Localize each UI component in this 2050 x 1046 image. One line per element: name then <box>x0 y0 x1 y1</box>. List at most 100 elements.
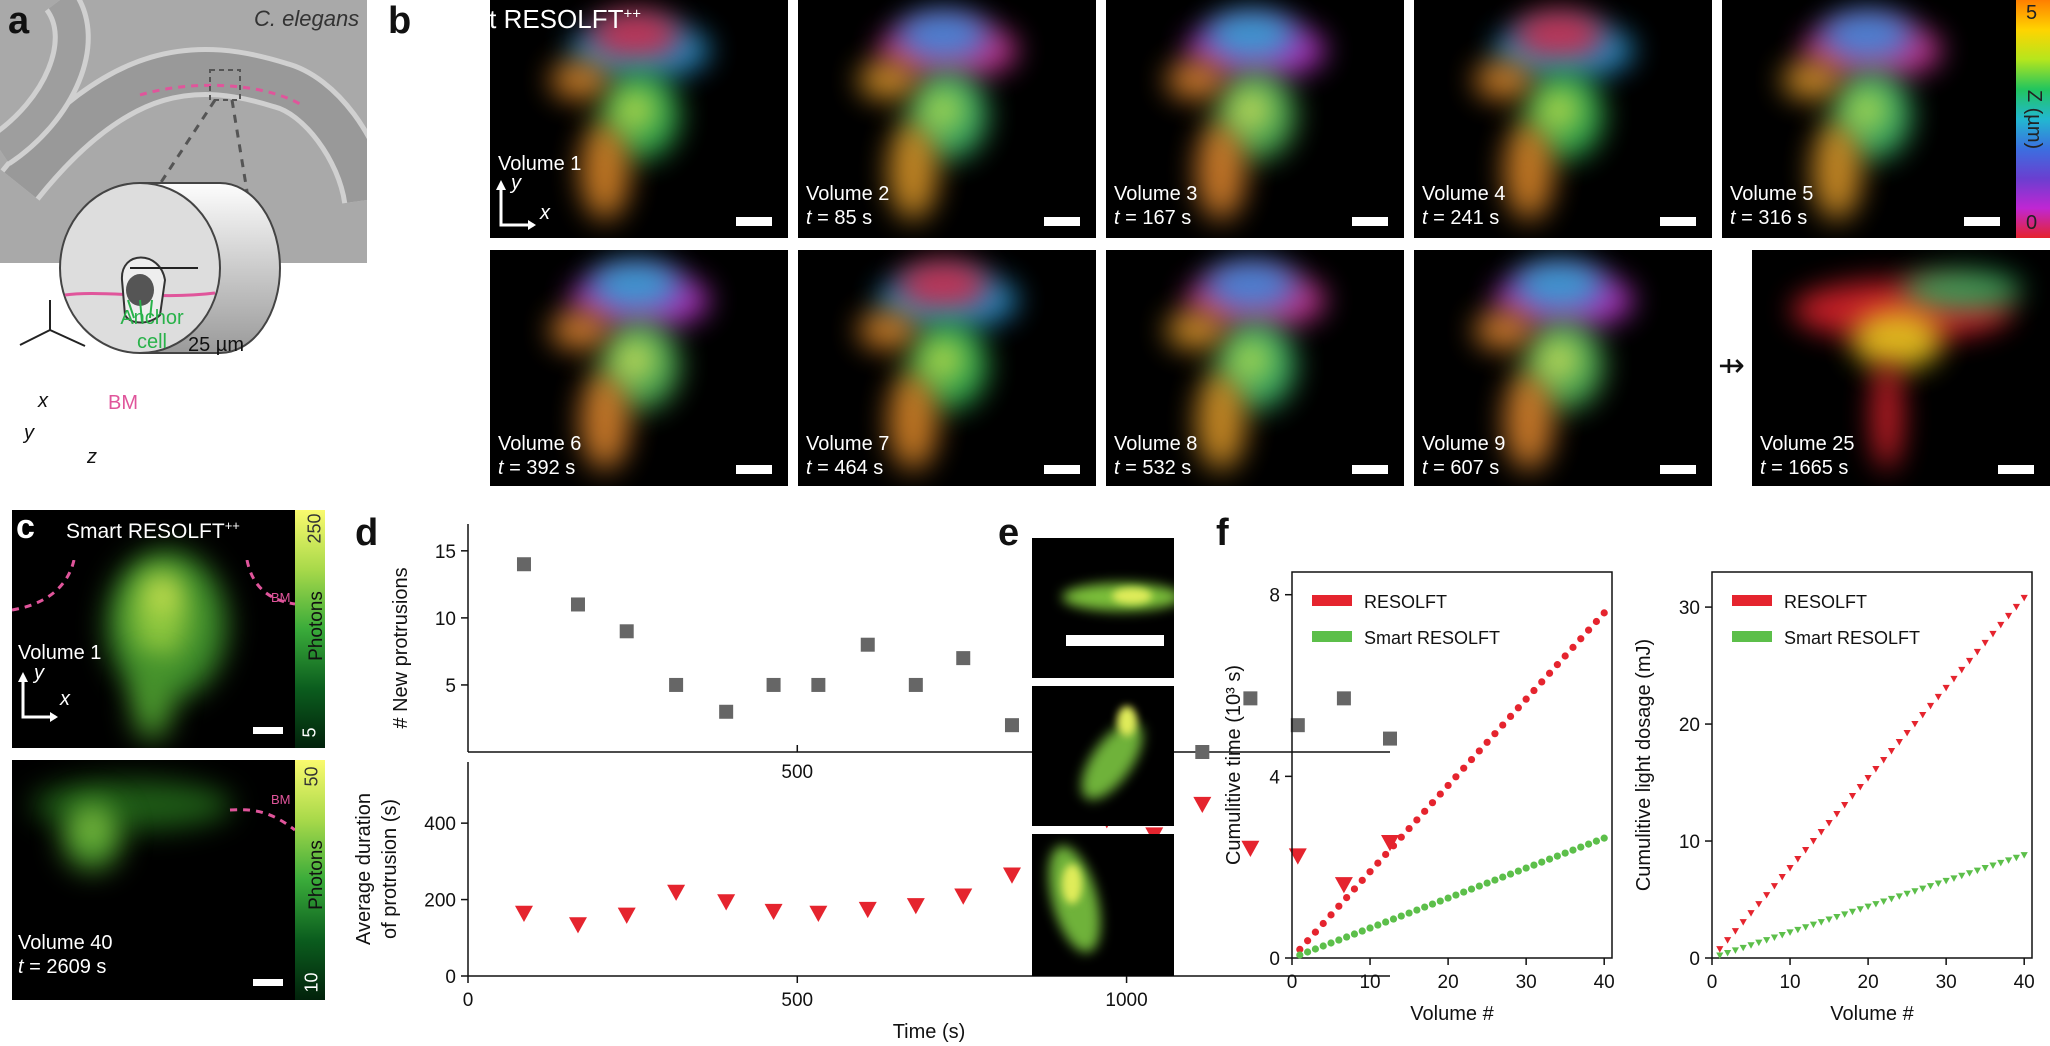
scale-bar <box>1044 217 1080 226</box>
f-dose-point <box>1833 811 1841 818</box>
f-dose-point <box>1755 901 1763 908</box>
f-time-x-tick-label: 10 <box>1359 972 1380 993</box>
f-time-frame <box>1291 571 1613 959</box>
volume-time: t = 392 s <box>498 457 576 479</box>
f-dose-point <box>1802 924 1810 931</box>
f-time-y-tick-label: 0 <box>1269 949 1280 970</box>
f-time-point <box>1561 849 1569 857</box>
d-bottom-point <box>1002 867 1021 884</box>
signal-blob <box>888 120 938 220</box>
signal-blob <box>590 10 680 60</box>
f-time-point <box>1413 816 1421 824</box>
f-time-point <box>1428 799 1437 807</box>
f-dose-legend-swatch <box>1732 595 1772 606</box>
f-dose-point <box>1864 774 1872 782</box>
f-dose-point <box>1989 862 1997 869</box>
f-time-point <box>1405 909 1413 917</box>
f-time-point <box>1467 755 1476 764</box>
f-dose-point <box>1911 720 1919 728</box>
f-dose-point <box>1825 820 1833 827</box>
volume-name: Volume 1 <box>498 153 582 175</box>
t-symbol: t <box>806 457 812 479</box>
f-dose-point <box>1981 639 1989 647</box>
anchor-cell-label: Anchor cell <box>120 307 184 353</box>
f-dose-point <box>2020 594 2028 602</box>
d-bottom-x-tick-label: 500 <box>781 990 813 1011</box>
f-time-point <box>1397 912 1405 920</box>
f-time-point <box>1358 927 1366 935</box>
f-dose-point <box>1763 892 1771 899</box>
f-dose-x-label: Volume # <box>1830 1003 1914 1025</box>
f-time-point <box>1327 911 1335 919</box>
t-symbol: t <box>1422 457 1428 479</box>
panel-c-top-volume: Volume 1 <box>18 642 102 664</box>
f-time-point <box>1592 617 1600 626</box>
signal-blob <box>1166 60 1226 100</box>
f-time-point <box>1514 704 1522 712</box>
d-bottom-point <box>764 903 783 921</box>
scale-bar <box>1660 465 1696 474</box>
volume-time: t = 607 s <box>1422 457 1500 479</box>
f-time-point <box>1467 885 1476 893</box>
panel-d-letter: d <box>355 512 379 554</box>
signal-blob <box>1474 310 1534 350</box>
f-dose-point <box>1848 908 1857 916</box>
panel-c-top-image <box>12 510 295 748</box>
f-dose-point <box>1926 702 1935 710</box>
panel-e-image-1 <box>1032 538 1174 678</box>
t-symbol: t <box>498 457 504 479</box>
f-time-y-label: Cumulitive time (10³ s) <box>1223 665 1245 865</box>
f-dose-legend-label: RESOLFT <box>1784 592 1867 612</box>
panel-c-bottom-image <box>12 760 295 1000</box>
f-time-point <box>1397 833 1405 841</box>
d-top-point <box>570 597 585 612</box>
f-dose-point <box>1919 885 1927 893</box>
f-time-point <box>1577 843 1585 851</box>
f-time-point <box>1475 747 1483 755</box>
d-bottom-y-label: of protrusion (s) <box>379 799 401 939</box>
volume-time: t = 532 s <box>1114 457 1192 479</box>
signal-blob <box>858 310 918 350</box>
f-time-point <box>1452 891 1460 899</box>
f-dose-x-tick-label: 10 <box>1779 972 1800 993</box>
f-time-point <box>1530 686 1538 695</box>
f-time-point <box>1538 858 1546 866</box>
f-dose-point <box>1919 711 1927 719</box>
signal-blob <box>858 60 918 100</box>
t-symbol: t <box>18 956 24 978</box>
d-top-point <box>719 704 734 719</box>
f-time-point <box>1600 609 1608 617</box>
d-bottom-point <box>954 888 973 905</box>
f-dose-point <box>1848 793 1857 800</box>
panel-e-image-2 <box>1032 686 1174 826</box>
f-time-point <box>1374 859 1382 867</box>
d-top-point <box>811 677 826 692</box>
d-bottom-point <box>617 907 636 924</box>
panel-b-title-sup: ++ <box>623 5 642 23</box>
photons-colorbar-top <box>295 510 325 748</box>
f-dose-point <box>1942 877 1950 885</box>
f-time-point <box>1350 885 1359 893</box>
d-bottom-x-tick-label: 1000 <box>1105 990 1147 1011</box>
f-dose-point <box>1817 829 1825 836</box>
scale-bar <box>1044 465 1080 474</box>
d-bottom-point <box>1193 796 1212 814</box>
f-dose-y-tick-label: 30 <box>1679 598 1700 619</box>
f-dose-point <box>1786 865 1794 872</box>
f-time-point <box>1561 652 1569 660</box>
f-time-x-tick-label: 30 <box>1516 972 1537 993</box>
d-top-point <box>1243 691 1258 706</box>
f-dose-point <box>1997 621 2005 629</box>
f-time-point <box>1522 695 1530 703</box>
f-time-point <box>1311 945 1320 953</box>
volume-label: Volume 25 t = 1665 s <box>1760 432 1855 480</box>
f-time-point <box>1491 730 1499 738</box>
signal-blob <box>1872 360 1902 470</box>
f-time-legend-swatch <box>1312 631 1352 642</box>
volume-time: t = 167 s <box>1114 207 1192 229</box>
